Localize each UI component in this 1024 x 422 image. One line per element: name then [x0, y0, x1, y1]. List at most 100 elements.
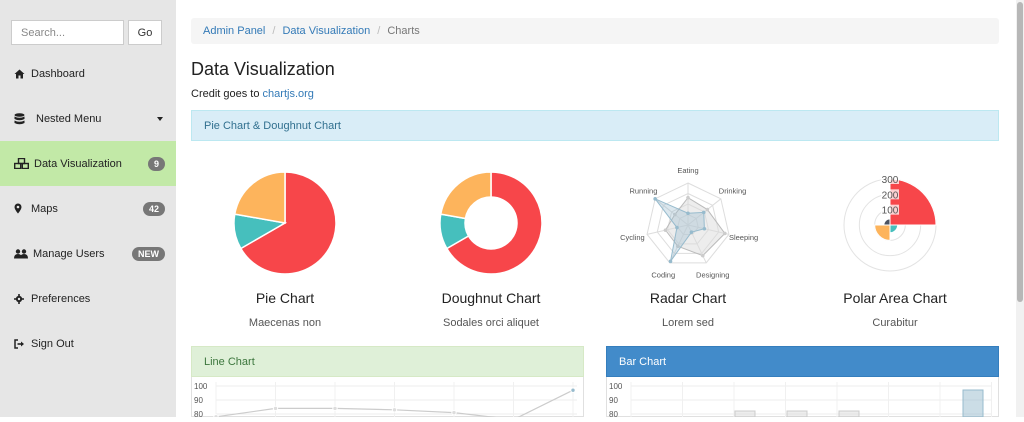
sidebar-item-maps[interactable]: Maps 42: [0, 186, 176, 231]
radar-grid-ring: [646, 182, 730, 264]
bar-rect: [786, 410, 808, 418]
radar-chart-title: Radar Chart: [649, 290, 727, 306]
radar-data-point: [723, 231, 727, 236]
sidebar-item-label: Sign Out: [31, 337, 74, 350]
bar-rect: [734, 410, 756, 418]
database-icon: [14, 112, 28, 125]
credit-text: Credit goes to chartjs.org: [191, 88, 314, 100]
sidebar-item-label: Preferences: [31, 292, 91, 305]
polar-tick-label: 300: [882, 175, 899, 186]
polar-chart-cell: 300 200 100 Polar Area Chart Curabitur: [795, 166, 995, 336]
bar-panel-title: Bar Chart: [619, 355, 667, 368]
doughnut-chart-cell: Doughnut Chart Sodales orci aliquet: [391, 166, 591, 336]
radar-chart-cell: Eating Drinking Sleeping Designing Coding Cyc…: [588, 166, 788, 336]
sidebar-item-label: Maps: [31, 202, 58, 215]
pie-slice: [239, 171, 337, 275]
doughnut-chart: [439, 171, 543, 275]
pie-panel-heading: Pie Chart & Doughnut Chart: [191, 110, 999, 141]
radar-category-label: Cycling: [620, 233, 645, 242]
pie-chart-title: Pie Chart: [255, 290, 315, 306]
sidebar-item-data-visualization[interactable]: Data Visualization 9: [0, 141, 176, 186]
gear-icon: [14, 293, 28, 304]
radar-chart: Eating Drinking Sleeping Designing Coding Cyc…: [620, 166, 758, 280]
bar-y-tick-label: 80: [609, 410, 618, 417]
pie-chart-cell: Pie Chart Maecenas non: [185, 166, 385, 336]
line-data-point: [332, 405, 338, 412]
search-go-button[interactable]: Go: [128, 20, 162, 45]
radar-chart-subtitle: Lorem sed: [662, 317, 714, 329]
bar-chart-panel: 100 90 80: [606, 377, 999, 419]
line-chart-panel: 100 90 80: [191, 377, 584, 422]
search-input[interactable]: [11, 20, 124, 45]
pie-chart: [233, 171, 337, 275]
doughnut-chart-subtitle: Sodales orci aliquet: [442, 317, 539, 329]
radar-data-point: [663, 228, 668, 232]
radar-data-point: [653, 197, 657, 201]
cubes-icon: [14, 158, 31, 169]
count-badge: 42: [142, 201, 165, 216]
polar-chart-subtitle: Curabitur: [872, 317, 918, 329]
sidebar-item-preferences[interactable]: Preferences: [0, 276, 176, 321]
sidebar-item-sign-out[interactable]: Sign Out: [0, 321, 176, 366]
radar-category-label: Designing: [696, 271, 729, 280]
chartjs-link[interactable]: chartjs.org: [262, 88, 314, 100]
radar-data-point: [689, 230, 694, 234]
radar-category-label: Running: [629, 187, 657, 196]
sidebar: Go Dashboard Nested Menu Data Visualizat…: [0, 0, 176, 417]
chevron-down-icon: [157, 116, 163, 121]
radar-data-point: [675, 225, 679, 230]
line-y-tick-label: 90: [194, 396, 203, 405]
radar-series-area: [664, 197, 726, 257]
radar-data-point: [686, 211, 690, 216]
sidebar-item-dashboard[interactable]: Dashboard: [0, 51, 176, 96]
polar-area-chart: 300 200 100: [843, 174, 937, 272]
scrollbar-thumb[interactable]: [1017, 2, 1023, 302]
polar-segment: [889, 224, 899, 234]
pie-slice: [233, 171, 286, 224]
radar-category-label: Sleeping: [729, 233, 758, 242]
line-data-point: [272, 405, 279, 412]
sidebar-item-label: Data Visualization: [34, 157, 122, 170]
radar-data-point: [668, 259, 673, 264]
radar-category-label: Coding: [651, 271, 675, 280]
sidebar-item-manage-users[interactable]: Manage Users NEW: [0, 231, 176, 276]
radar-category-label: Eating: [677, 166, 698, 175]
breadcrumb-link-data-visualization[interactable]: Data Visualization: [282, 25, 371, 37]
line-data-point: [391, 407, 398, 413]
count-badge: 9: [147, 156, 165, 171]
breadcrumb: Admin Panel / Data Visualization / Chart…: [191, 18, 999, 44]
radar-grid-ring: [656, 192, 720, 254]
vertical-scrollbar[interactable]: [1016, 0, 1024, 417]
line-panel-title: Line Chart: [204, 355, 255, 368]
page-title: Data Visualization: [191, 59, 335, 79]
sidebar-item-label: Dashboard: [31, 67, 85, 80]
pie-slice: [445, 171, 543, 275]
breadcrumb-link-admin-panel[interactable]: Admin Panel: [203, 25, 266, 37]
radar-series-area: [653, 197, 705, 262]
breadcrumb-current: Charts: [387, 25, 420, 37]
breadcrumb-separator: /: [272, 25, 276, 37]
line-y-tick-label: 100: [194, 382, 208, 391]
bar-panel-heading: Bar Chart: [606, 346, 999, 377]
polar-tick-backdrop: [881, 189, 899, 200]
pie-slice: [439, 171, 492, 220]
sign-out-icon: [14, 338, 28, 349]
bar-rect: [838, 410, 860, 418]
line-chart: 100 90 80: [194, 382, 577, 422]
line-y-tick-label: 80: [194, 410, 203, 417]
line-panel-heading: Line Chart: [191, 346, 584, 377]
line-data-point: [451, 409, 457, 416]
sidebar-item-nested-menu[interactable]: Nested Menu: [0, 96, 176, 141]
radar-data-point: [701, 210, 706, 215]
bar-rect: [962, 389, 984, 418]
polar-chart-title: Polar Area Chart: [843, 290, 947, 306]
polar-tick-label: 100: [882, 206, 899, 217]
search-form: Go: [11, 20, 162, 45]
bar-chart: 100 90 80: [609, 382, 992, 419]
new-badge: NEW: [132, 246, 165, 261]
polar-segment: [883, 218, 891, 226]
credit-prefix: Credit goes to: [191, 88, 263, 100]
pie-panel-title: Pie Chart & Doughnut Chart: [204, 119, 341, 132]
radar-data-point: [705, 207, 710, 212]
radar-data-point: [673, 212, 677, 217]
